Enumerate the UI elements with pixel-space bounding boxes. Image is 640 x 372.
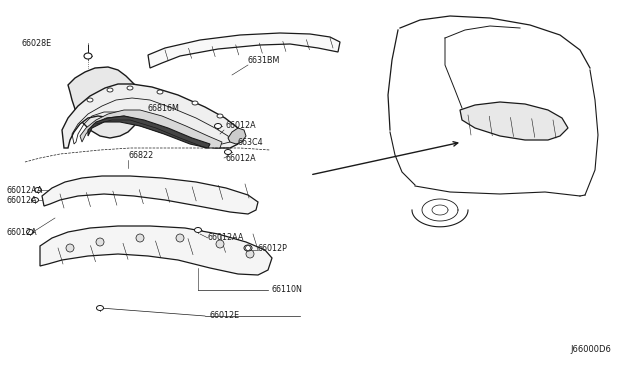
Text: 66816M: 66816M <box>148 103 180 112</box>
Text: 6631BM: 6631BM <box>248 55 280 64</box>
Ellipse shape <box>87 98 93 102</box>
Ellipse shape <box>35 187 42 192</box>
Ellipse shape <box>107 88 113 92</box>
Polygon shape <box>68 67 144 138</box>
Text: 66012A: 66012A <box>6 196 36 205</box>
Polygon shape <box>80 110 222 148</box>
Polygon shape <box>88 116 210 148</box>
Ellipse shape <box>84 53 92 59</box>
Text: 663C4: 663C4 <box>238 138 264 147</box>
Ellipse shape <box>214 124 221 128</box>
Text: 66012A: 66012A <box>6 228 36 237</box>
Ellipse shape <box>216 240 224 248</box>
Ellipse shape <box>97 305 104 311</box>
Text: 66012A: 66012A <box>226 154 257 163</box>
Ellipse shape <box>225 150 232 154</box>
Text: 66028E: 66028E <box>22 38 52 48</box>
Ellipse shape <box>217 114 223 118</box>
Polygon shape <box>148 33 340 68</box>
Ellipse shape <box>26 230 33 234</box>
Ellipse shape <box>246 246 250 250</box>
Ellipse shape <box>136 234 144 242</box>
Text: 66822: 66822 <box>128 151 153 160</box>
Ellipse shape <box>31 198 38 202</box>
Ellipse shape <box>246 250 254 258</box>
Ellipse shape <box>176 234 184 242</box>
Ellipse shape <box>192 101 198 105</box>
Text: 66012AA: 66012AA <box>208 232 244 241</box>
Polygon shape <box>42 176 258 214</box>
Ellipse shape <box>127 86 133 90</box>
Polygon shape <box>40 226 272 275</box>
Polygon shape <box>460 102 568 140</box>
Text: 66110N: 66110N <box>272 285 303 295</box>
Text: 66012A: 66012A <box>226 121 257 129</box>
Text: J66000D6: J66000D6 <box>570 346 611 355</box>
Text: 66012P: 66012P <box>258 244 288 253</box>
Text: 66012E: 66012E <box>210 311 240 321</box>
Ellipse shape <box>195 228 202 232</box>
Polygon shape <box>228 128 246 144</box>
Ellipse shape <box>157 90 163 94</box>
Text: 66012AA: 66012AA <box>6 186 42 195</box>
Ellipse shape <box>66 244 74 252</box>
Polygon shape <box>62 84 242 148</box>
Ellipse shape <box>96 238 104 246</box>
Ellipse shape <box>244 245 252 251</box>
